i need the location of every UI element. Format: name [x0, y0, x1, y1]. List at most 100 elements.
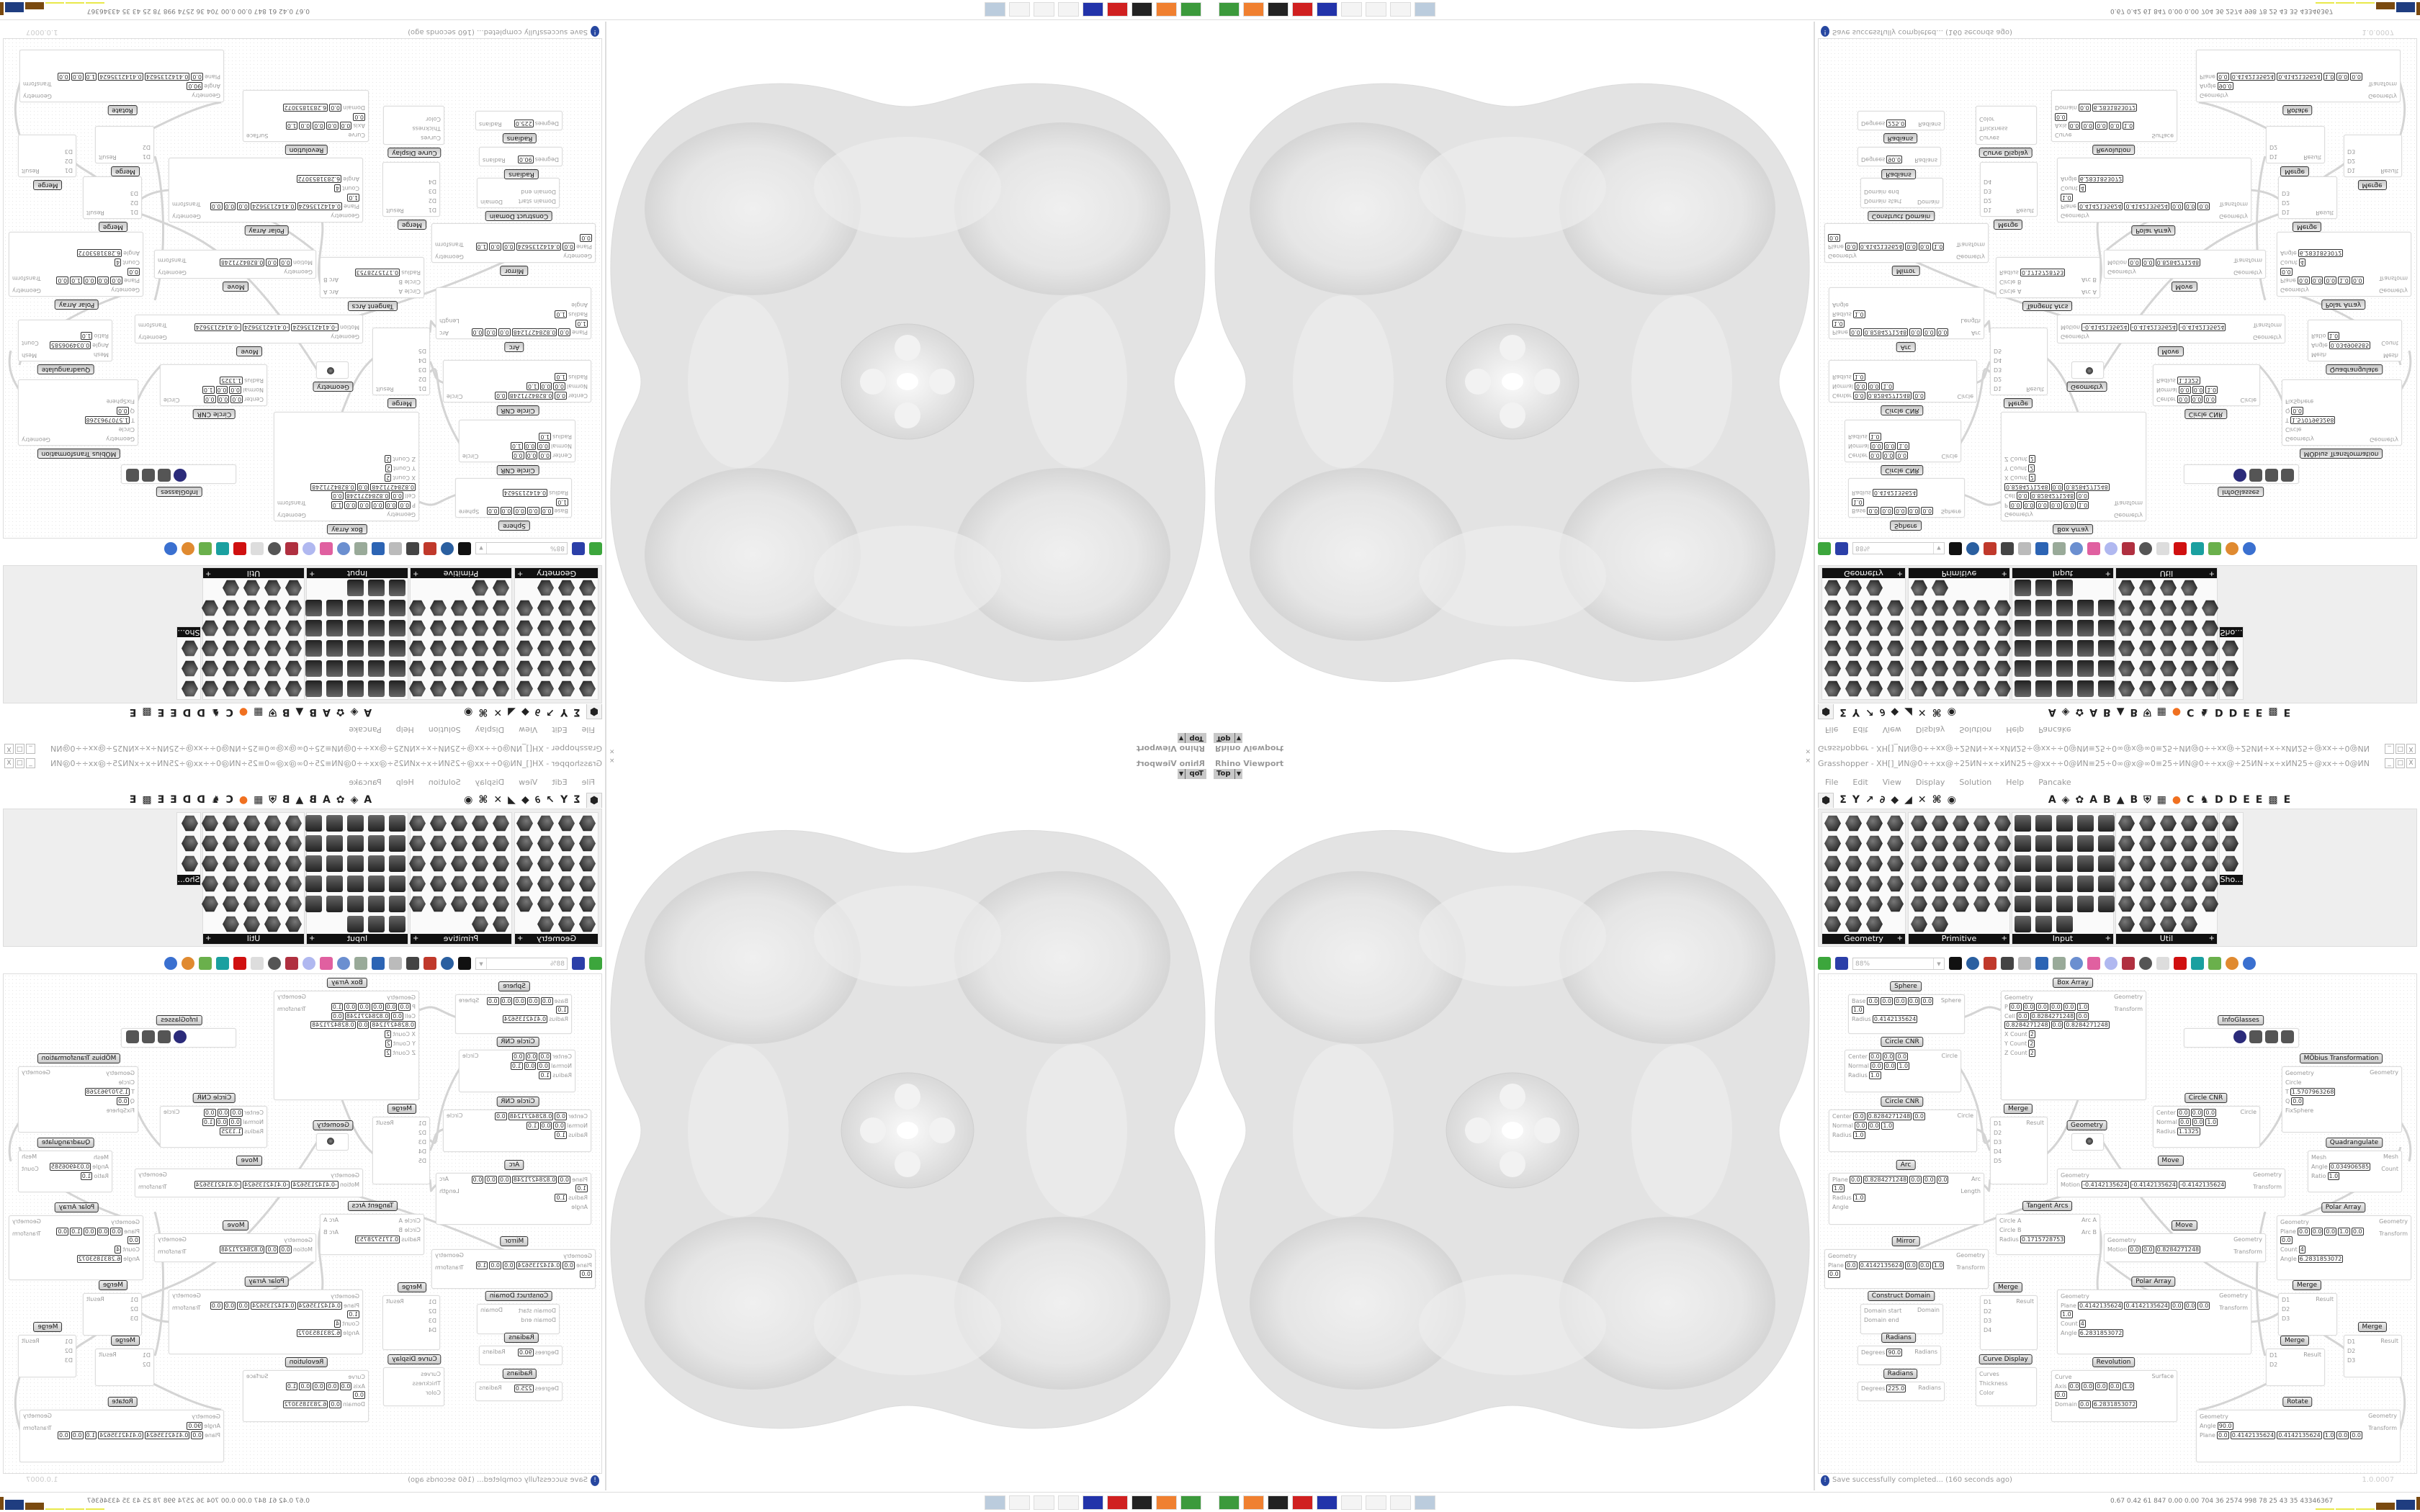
- input-value[interactable]: 1.0: [556, 1006, 568, 1014]
- node-output[interactable]: Transform: [138, 1184, 167, 1190]
- infoglasses-icon[interactable]: [2265, 1030, 2278, 1043]
- input-value[interactable]: 0.0: [329, 104, 341, 112]
- component-icon[interactable]: [1953, 876, 1969, 892]
- node-title[interactable]: Revolution: [284, 1357, 328, 1367]
- component-icon[interactable]: [1845, 620, 1862, 636]
- component-icon[interactable]: [2139, 580, 2156, 596]
- menu-view[interactable]: View: [519, 725, 538, 734]
- component-icon[interactable]: [243, 580, 260, 596]
- tab-12[interactable]: ✿: [336, 706, 345, 718]
- component-node[interactable]: Geometry Geometry Circle T 1.5707963268 Q 0.0 F…: [18, 379, 138, 446]
- node-output[interactable]: Arc: [439, 330, 449, 336]
- infoglasses-icon[interactable]: [2265, 469, 2278, 482]
- node-title[interactable]: Merge: [2292, 222, 2322, 232]
- component-icon[interactable]: [2015, 640, 2031, 657]
- node-output[interactable]: Geometry: [12, 287, 41, 294]
- input-value[interactable]: 4: [2079, 1320, 2086, 1328]
- node-input[interactable]: Radius 1.0: [483, 433, 572, 441]
- component-icon[interactable]: [2077, 660, 2094, 677]
- component-node[interactable]: [2071, 1133, 2104, 1151]
- tab-11[interactable]: ◈: [350, 706, 359, 718]
- menu-view[interactable]: View: [1882, 778, 1901, 787]
- input-value[interactable]: 0.0: [1868, 451, 1881, 459]
- input-value[interactable]: 1.0: [2338, 1228, 2350, 1236]
- input-value[interactable]: 0.0: [1852, 392, 1865, 400]
- node-output[interactable]: Circle: [2240, 1109, 2257, 1115]
- close-button[interactable]: X: [4, 744, 14, 754]
- component-icon[interactable]: [347, 620, 364, 636]
- node-input[interactable]: FixSphere: [2285, 397, 2365, 405]
- component-icon[interactable]: [2118, 876, 2135, 892]
- component-icon[interactable]: [368, 680, 385, 697]
- node-title[interactable]: Merge: [110, 166, 140, 176]
- node-output[interactable]: Circle: [462, 453, 479, 459]
- node-title[interactable]: InfoGlasses: [2218, 487, 2264, 497]
- minimize-button[interactable]: _: [2385, 758, 2394, 768]
- panel-header[interactable]: Input +: [2012, 934, 2113, 944]
- input-value[interactable]: 6.2831853072: [2078, 175, 2124, 183]
- component-icon[interactable]: [1845, 600, 1862, 616]
- node-input[interactable]: Base 0.0 0.0 0.0 0.0 0.0 1.0: [1852, 997, 1937, 1014]
- input-value[interactable]: 0.0: [2184, 1302, 2197, 1310]
- node-input[interactable]: Normal 0.0 0.0 1.0: [483, 442, 572, 450]
- component-icon[interactable]: [579, 660, 596, 677]
- component-icon[interactable]: [516, 680, 533, 697]
- input-value[interactable]: 0.0: [203, 395, 216, 403]
- input-value[interactable]: 0.8284271248: [344, 492, 390, 500]
- component-node[interactable]: [2071, 361, 2104, 379]
- component-icon[interactable]: [472, 640, 488, 657]
- component-icon[interactable]: [493, 855, 509, 872]
- input-value[interactable]: 0.0: [2178, 1118, 2191, 1126]
- node-input[interactable]: Mesh: [2311, 351, 2377, 359]
- component-icon[interactable]: [2015, 896, 2031, 912]
- node-input[interactable]: P 0.0 0.0 0.0 0.0 0.0 1.0: [310, 1003, 416, 1011]
- input-value[interactable]: 0.0: [223, 1302, 236, 1310]
- tab-9[interactable]: ◉: [464, 706, 473, 718]
- component-node[interactable]: Result D1 D2 D3 D4: [1980, 1295, 2038, 1350]
- node-title[interactable]: Circle CNR: [2184, 1093, 2228, 1103]
- node-input[interactable]: Angle 0.034906585: [43, 1163, 109, 1171]
- zoom-field[interactable]: 88% ▼: [475, 542, 568, 555]
- component-icon[interactable]: [1994, 815, 2011, 832]
- tab-22[interactable]: D: [2214, 706, 2223, 718]
- input-value[interactable]: 0.0: [2081, 1382, 2094, 1390]
- node-input[interactable]: Degrees 225.0: [1861, 120, 1914, 127]
- input-value[interactable]: 0.0: [2128, 1246, 2141, 1254]
- component-icon[interactable]: [516, 855, 533, 872]
- node-title[interactable]: Circle CNR: [1881, 465, 1924, 475]
- component-icon[interactable]: [2118, 680, 2135, 697]
- component-icon[interactable]: [537, 640, 554, 657]
- input-value[interactable]: 1.0: [1881, 382, 1894, 390]
- node-title[interactable]: Quadrangulate: [2325, 364, 2383, 374]
- input-value[interactable]: 0.0: [2192, 1118, 2205, 1126]
- input-value[interactable]: 0.0: [540, 997, 553, 1005]
- node-input[interactable]: D2: [44, 1347, 73, 1355]
- component-icon[interactable]: [285, 640, 302, 657]
- input-value[interactable]: -0.4142135624: [2178, 323, 2226, 331]
- expand-icon[interactable]: +: [517, 935, 524, 942]
- input-value[interactable]: 0.1715728753: [354, 1236, 400, 1243]
- node-title[interactable]: Mirror: [1891, 266, 1920, 276]
- input-value[interactable]: 0.4142135624: [98, 1431, 143, 1439]
- search-icon[interactable]: [337, 542, 350, 555]
- node-output[interactable]: Circle: [163, 1109, 180, 1115]
- input-value[interactable]: 0.0: [486, 507, 499, 515]
- component-icon[interactable]: [2118, 835, 2135, 852]
- input-value[interactable]: 1.0: [555, 310, 568, 318]
- node-input[interactable]: Count 4: [2280, 1246, 2375, 1254]
- input-value[interactable]: 0.0: [471, 328, 484, 336]
- component-icon[interactable]: [2035, 620, 2052, 636]
- tab-7[interactable]: ✕: [493, 706, 503, 718]
- input-value[interactable]: 0.0: [339, 122, 352, 130]
- input-value[interactable]: 90.0: [517, 1349, 534, 1356]
- component-icon[interactable]: [537, 815, 554, 832]
- component-node[interactable]: Result D1 D2 D3: [2278, 1293, 2337, 1336]
- component-icon[interactable]: [243, 620, 260, 636]
- component-icon[interactable]: [1932, 815, 1948, 832]
- node-output[interactable]: Circle: [2240, 397, 2257, 403]
- node-input[interactable]: D4: [398, 1148, 426, 1156]
- node-input[interactable]: Radius 0.4142135624: [483, 1015, 568, 1023]
- tab-15[interactable]: ▲: [295, 794, 304, 806]
- component-node[interactable]: Sphere Base 0.0 0.0 0.0 0.0 0.0 1.0 Radius 0.4142…: [455, 994, 572, 1034]
- node-input[interactable]: D5: [398, 347, 426, 355]
